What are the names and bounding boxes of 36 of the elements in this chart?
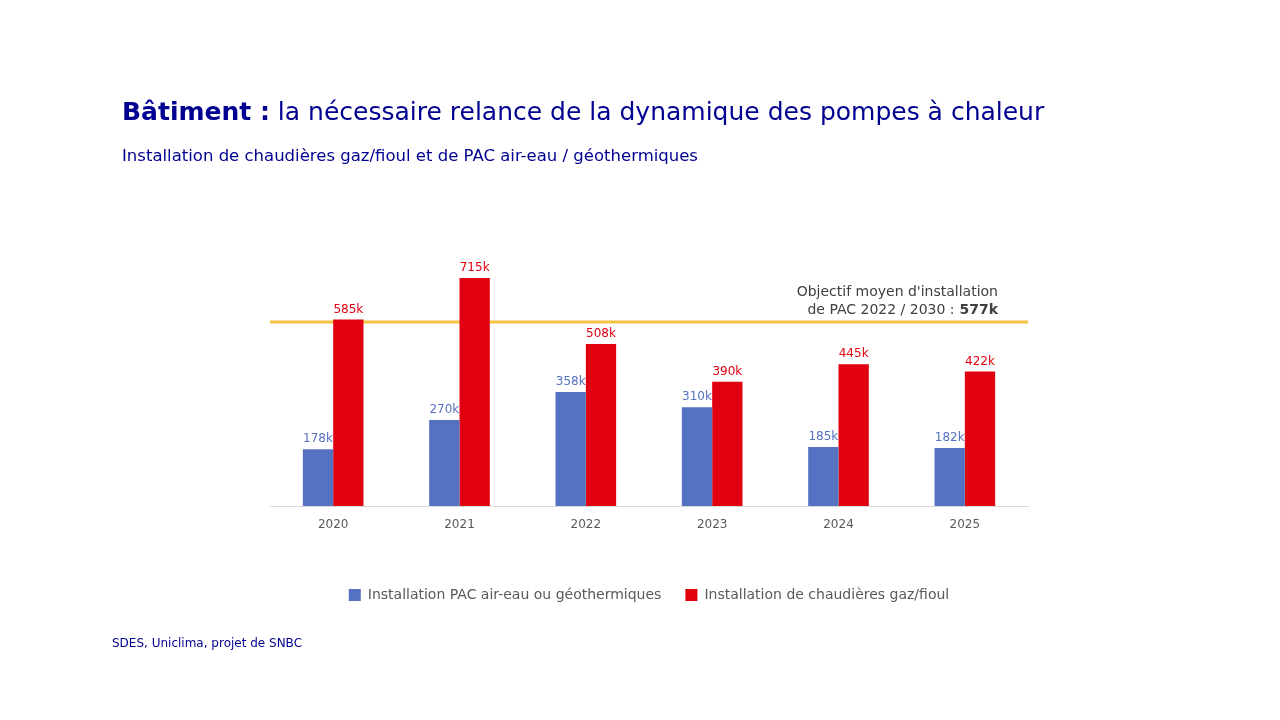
- bar: [459, 278, 490, 506]
- data-label: 310k: [682, 389, 712, 404]
- bar: [808, 447, 839, 506]
- data-label: 445k: [838, 346, 869, 361]
- legend-label: Installation de chaudières gaz/fioul: [704, 585, 950, 602]
- data-label: 178k: [303, 431, 333, 446]
- x-tick-label: 2023: [696, 517, 728, 532]
- x-tick-label: 2025: [949, 517, 981, 532]
- data-label: 585k: [333, 301, 364, 316]
- bar: [712, 381, 743, 506]
- bar: [838, 364, 869, 506]
- bar: [681, 407, 713, 506]
- data-label: 390k: [712, 363, 743, 378]
- data-label: 182k: [934, 430, 965, 445]
- ref-line-label: Objectif moyen d'installation de PAC 2022 / 2030 : 577k: [796, 283, 999, 318]
- x-tick-label: 2020: [317, 517, 349, 532]
- bar: [302, 449, 334, 506]
- chart-subtitle: Installation de chaudières gaz/fioul et de PAC air-eau / géothermiques: [122, 146, 698, 165]
- bar: [964, 371, 996, 506]
- legend-label: Installation PAC air-eau ou géothermiques: [367, 585, 662, 602]
- data-label: 422k: [965, 353, 995, 368]
- bar: [585, 344, 617, 506]
- x-tick-label: 2021: [444, 517, 475, 532]
- bar: [429, 419, 460, 506]
- data-label: 270k: [429, 402, 460, 417]
- x-tick-label: 2022: [570, 517, 602, 532]
- bar: [333, 319, 364, 506]
- bar: [934, 447, 965, 506]
- chart-title: Bâtiment : la nécessaire relance de la dynamique des pompes à chaleur: [122, 97, 1045, 126]
- data-label: 185k: [808, 429, 839, 444]
- data-label: 508k: [586, 326, 616, 341]
- data-label: 358k: [555, 374, 586, 389]
- data-label: 715k: [459, 260, 490, 275]
- bar: [555, 391, 586, 506]
- x-tick-label: 2024: [823, 517, 854, 532]
- text: SDES, Uniclima, projet de SNBC: [112, 636, 303, 650]
